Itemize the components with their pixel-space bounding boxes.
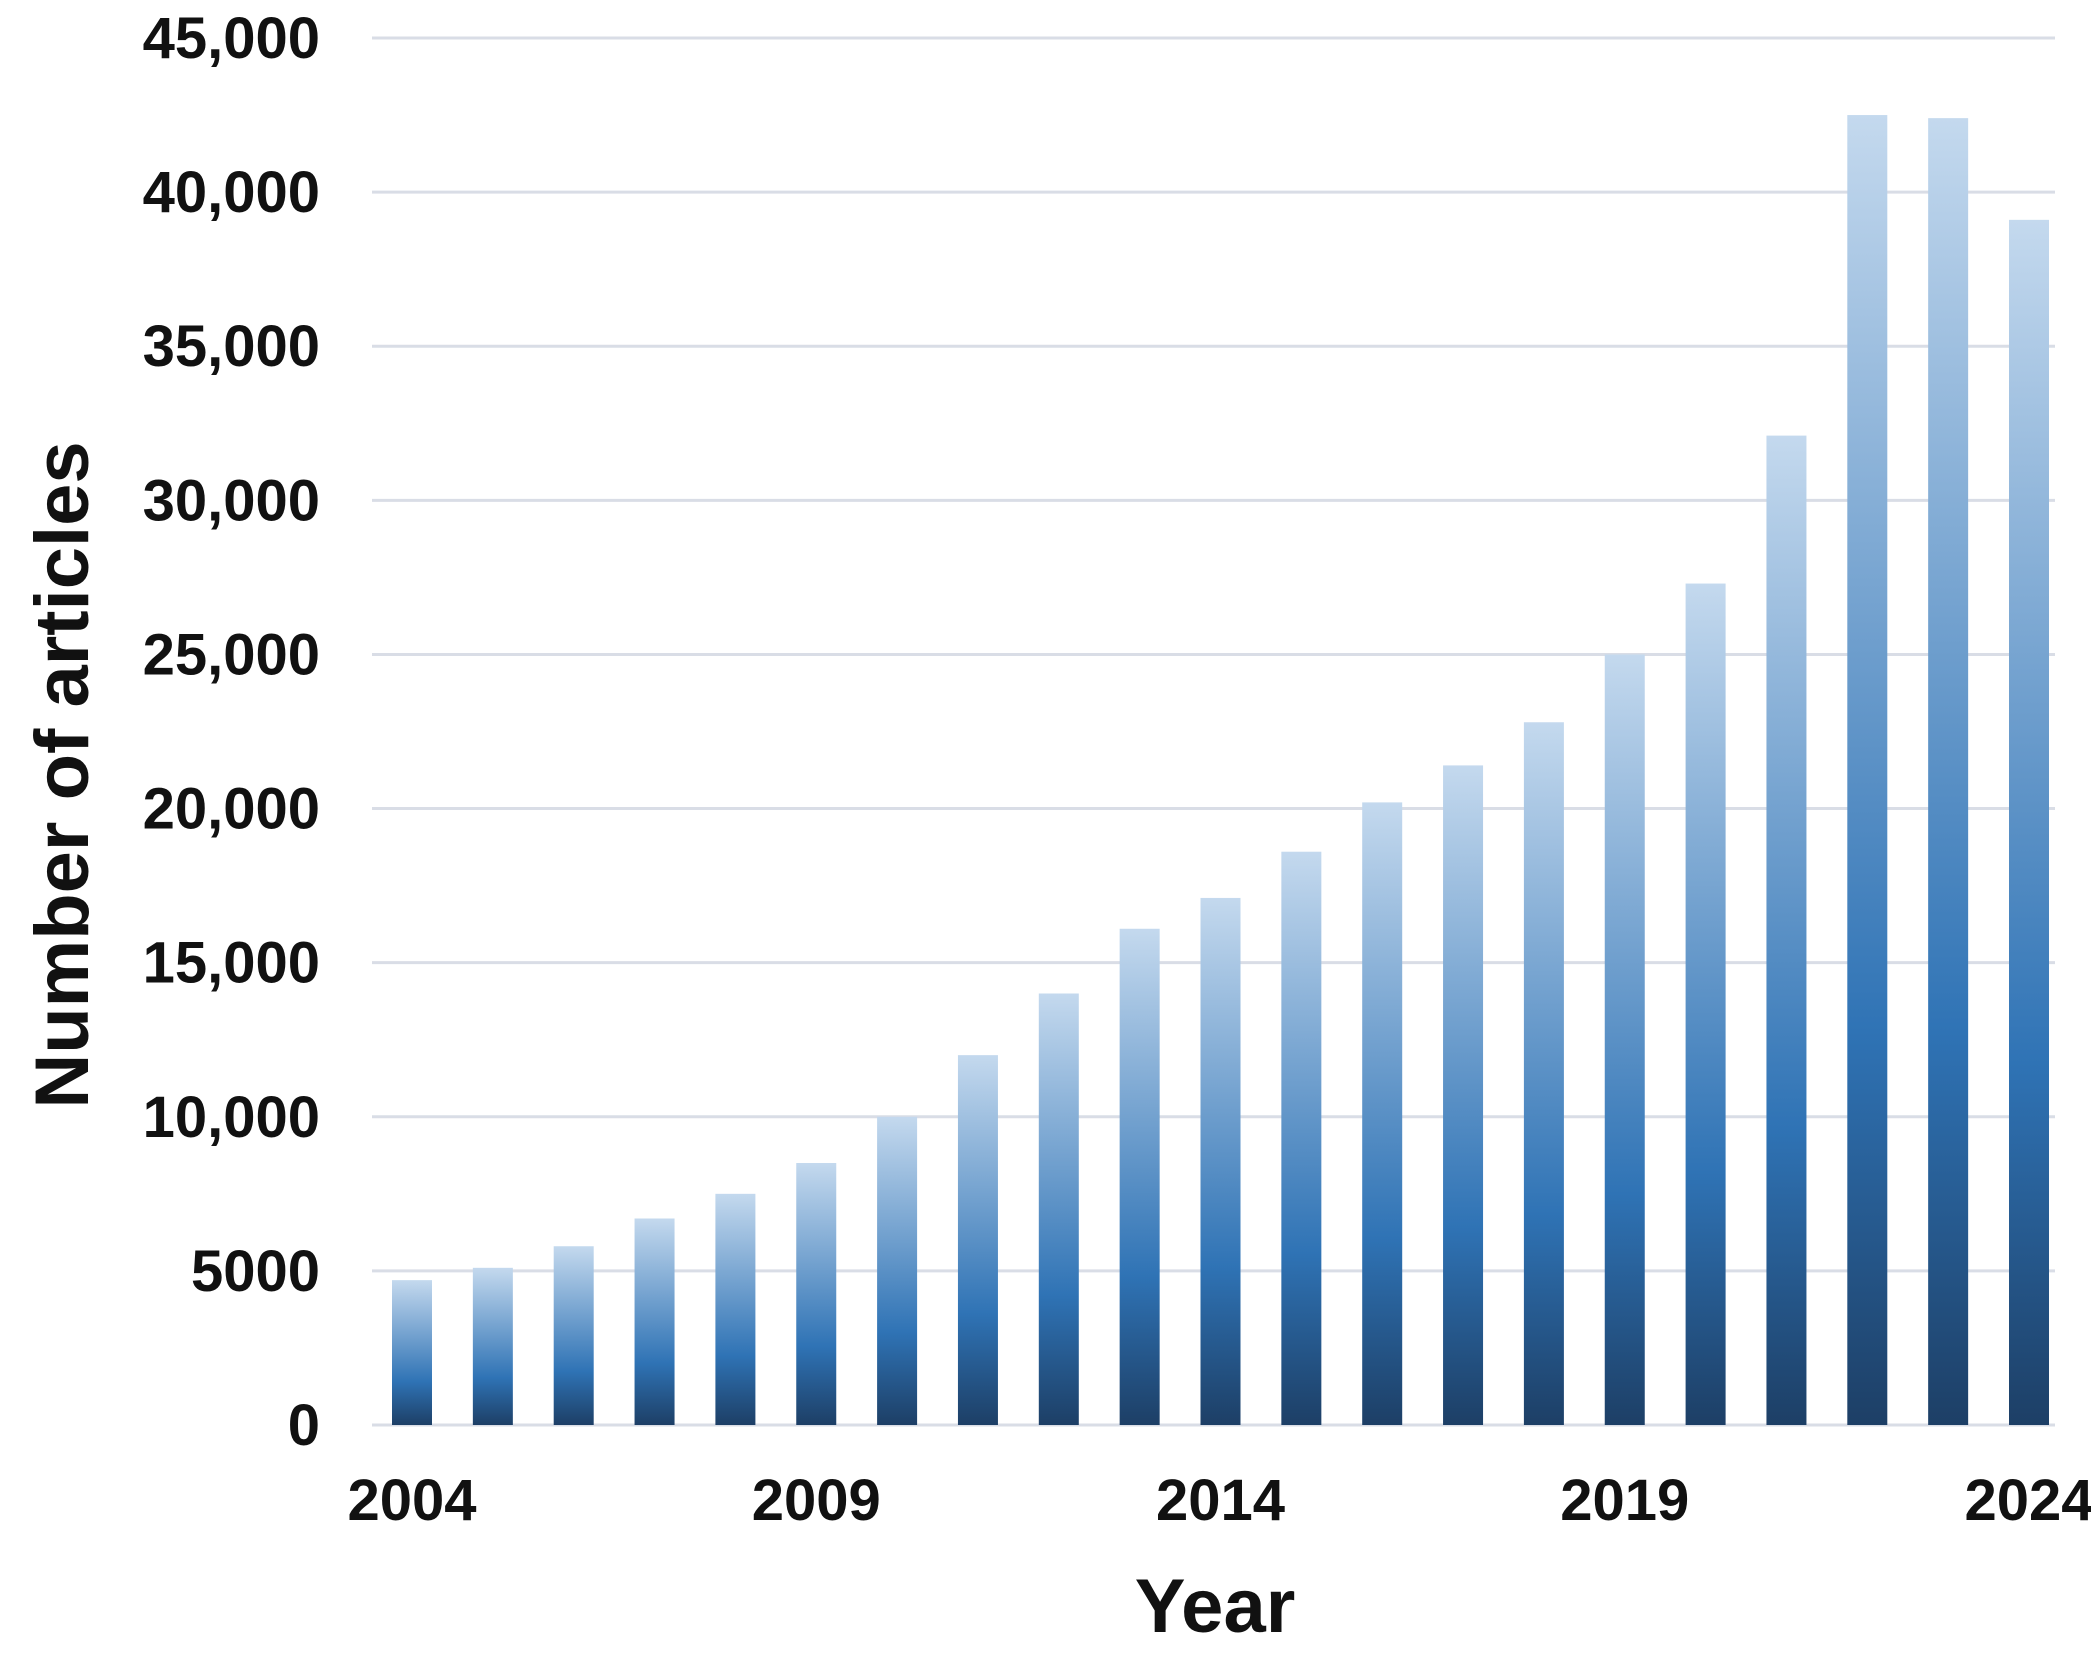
bar-2020	[1685, 583, 1726, 1425]
x-tick-label: 2024	[1964, 1468, 2091, 1533]
x-axis-title: Year	[1135, 1564, 1296, 1649]
bar-2012	[1038, 993, 1079, 1425]
y-tick-label: 20,000	[143, 777, 320, 842]
x-tick-label: 2004	[347, 1468, 476, 1533]
bar-2024	[2009, 219, 2049, 1426]
y-tick-label: 35,000	[143, 314, 320, 379]
bar-2004	[392, 1280, 432, 1425]
bar-2009	[796, 1163, 837, 1425]
y-tick-label: 25,000	[143, 622, 320, 687]
bar-2017	[1443, 765, 1484, 1425]
y-tick-labels: 0 5000 10,000 15,000 20,000 25,000 30,000 35,00…	[143, 6, 320, 1458]
y-tick-label: 30,000	[143, 468, 320, 533]
bar-2016	[1362, 802, 1403, 1425]
y-tick-label: 5000	[191, 1239, 320, 1304]
bar-2008	[715, 1193, 756, 1425]
bar-2015	[1281, 851, 1322, 1425]
y-axis-title: Number of articles	[20, 441, 105, 1108]
y-tick-label: 10,000	[143, 1085, 320, 1150]
y-tick-label: 0	[288, 1393, 320, 1458]
bar-2007	[634, 1218, 675, 1425]
bar-2018	[1523, 722, 1564, 1425]
bars	[392, 115, 2049, 1426]
bar-2023	[1928, 118, 1969, 1425]
bar-2022	[1847, 115, 1888, 1426]
bar-2010	[877, 1116, 918, 1425]
x-tick-label: 2019	[1560, 1468, 1689, 1533]
bar-2014	[1200, 897, 1241, 1425]
bar-2021	[1766, 435, 1807, 1425]
x-tick-labels: 2004 2009 2014 2019 2024	[347, 1468, 2091, 1533]
bar-2013	[1119, 928, 1160, 1425]
bar-2006	[553, 1246, 594, 1425]
bar-2019	[1604, 654, 1645, 1425]
y-tick-label: 15,000	[143, 931, 320, 996]
bar-2005	[472, 1267, 513, 1425]
y-tick-label: 45,000	[143, 6, 320, 71]
x-tick-label: 2014	[1156, 1468, 1285, 1533]
y-tick-label: 40,000	[143, 160, 320, 225]
bar-2011	[957, 1055, 998, 1425]
x-tick-label: 2009	[752, 1468, 881, 1533]
